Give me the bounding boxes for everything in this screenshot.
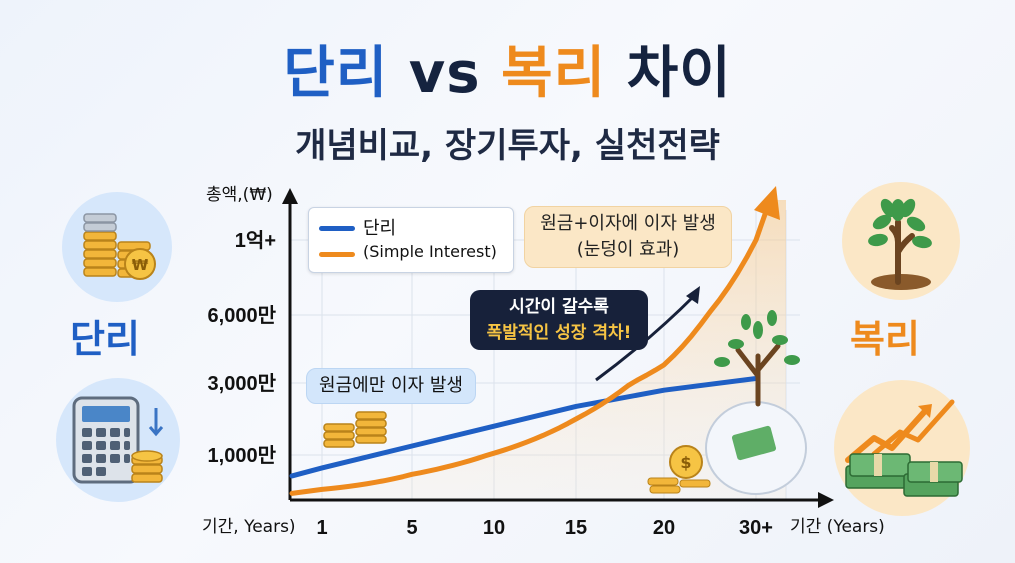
page-title: 단리 vs 복리 차이 — [0, 28, 1015, 109]
gap-arrowhead — [686, 286, 700, 304]
legend-label-compound: (Simple Interest) — [363, 242, 497, 261]
x-tick-label: 5 — [406, 517, 417, 539]
coin-stack-icon: ₩ — [62, 192, 172, 302]
simple-annotation: 원금에만 이자 발생 — [306, 368, 476, 404]
compound-area — [292, 200, 786, 498]
x-tick-label: 30+ — [739, 517, 773, 539]
simple-series-line — [289, 375, 759, 479]
simple-label: 단리 — [70, 317, 140, 361]
title-vs: vs — [408, 41, 481, 106]
svg-text:₩: ₩ — [132, 256, 149, 274]
chart-legend: 단리 (Simple Interest) — [308, 207, 514, 273]
calculator-icon — [56, 378, 180, 502]
title-difference: 차이 — [626, 41, 732, 106]
compound-annotation-line1: 원금+이자에 이자 발생 — [540, 213, 716, 234]
y-tick-label: 1,000만 — [208, 444, 277, 467]
title-simple: 단리 — [283, 41, 389, 106]
y-tick-label: 6,000만 — [208, 304, 277, 327]
snowball-icon — [705, 310, 807, 495]
x-axis-label-right: 기간 (Years) — [790, 517, 885, 537]
x-tick-label: 20 — [653, 517, 675, 539]
page-subtitle: 개념비교, 장기투자, 실천전략 — [295, 126, 720, 166]
y-tick-label: 3,000만 — [208, 372, 277, 395]
gap-annotation: 시간이 갈수록 폭발적인 성장 격차! — [470, 290, 648, 350]
x-axis-label-left: 기간, Years) — [202, 517, 296, 537]
x-axis-arrow — [818, 492, 834, 508]
legend-label-simple: 단리 — [363, 218, 397, 239]
gap-annotation-line2: 폭발적인 성장 격차! — [486, 323, 632, 343]
compound-annotation: 원금+이자에 이자 발생 (눈덩이 효과) — [524, 206, 732, 268]
y-tick-label: 1억+ — [235, 229, 276, 252]
compound-label: 복리 — [850, 317, 920, 361]
won-coin-icon: $ — [647, 445, 711, 494]
tree-icon — [842, 182, 960, 300]
x-tick-label: 15 — [565, 517, 587, 539]
legend-swatch-compound — [319, 252, 355, 257]
y-axis-arrow — [282, 188, 298, 204]
gap-annotation-line1: 시간이 갈수록 — [509, 297, 609, 317]
svg-text:$: $ — [680, 453, 691, 472]
x-tick-label: 10 — [483, 517, 505, 539]
coin-pile-icon — [323, 411, 387, 448]
y-axis-label: 총액,(₩) — [206, 185, 273, 205]
compound-annotation-line2: (눈덩이 효과) — [576, 239, 680, 260]
compound-arrowhead — [754, 186, 780, 220]
x-tick-label: 1 — [316, 517, 327, 539]
money-growth-icon — [834, 380, 970, 516]
title-compound: 복리 — [501, 41, 607, 106]
legend-swatch-simple — [319, 226, 355, 231]
compound-series-line — [289, 197, 773, 496]
